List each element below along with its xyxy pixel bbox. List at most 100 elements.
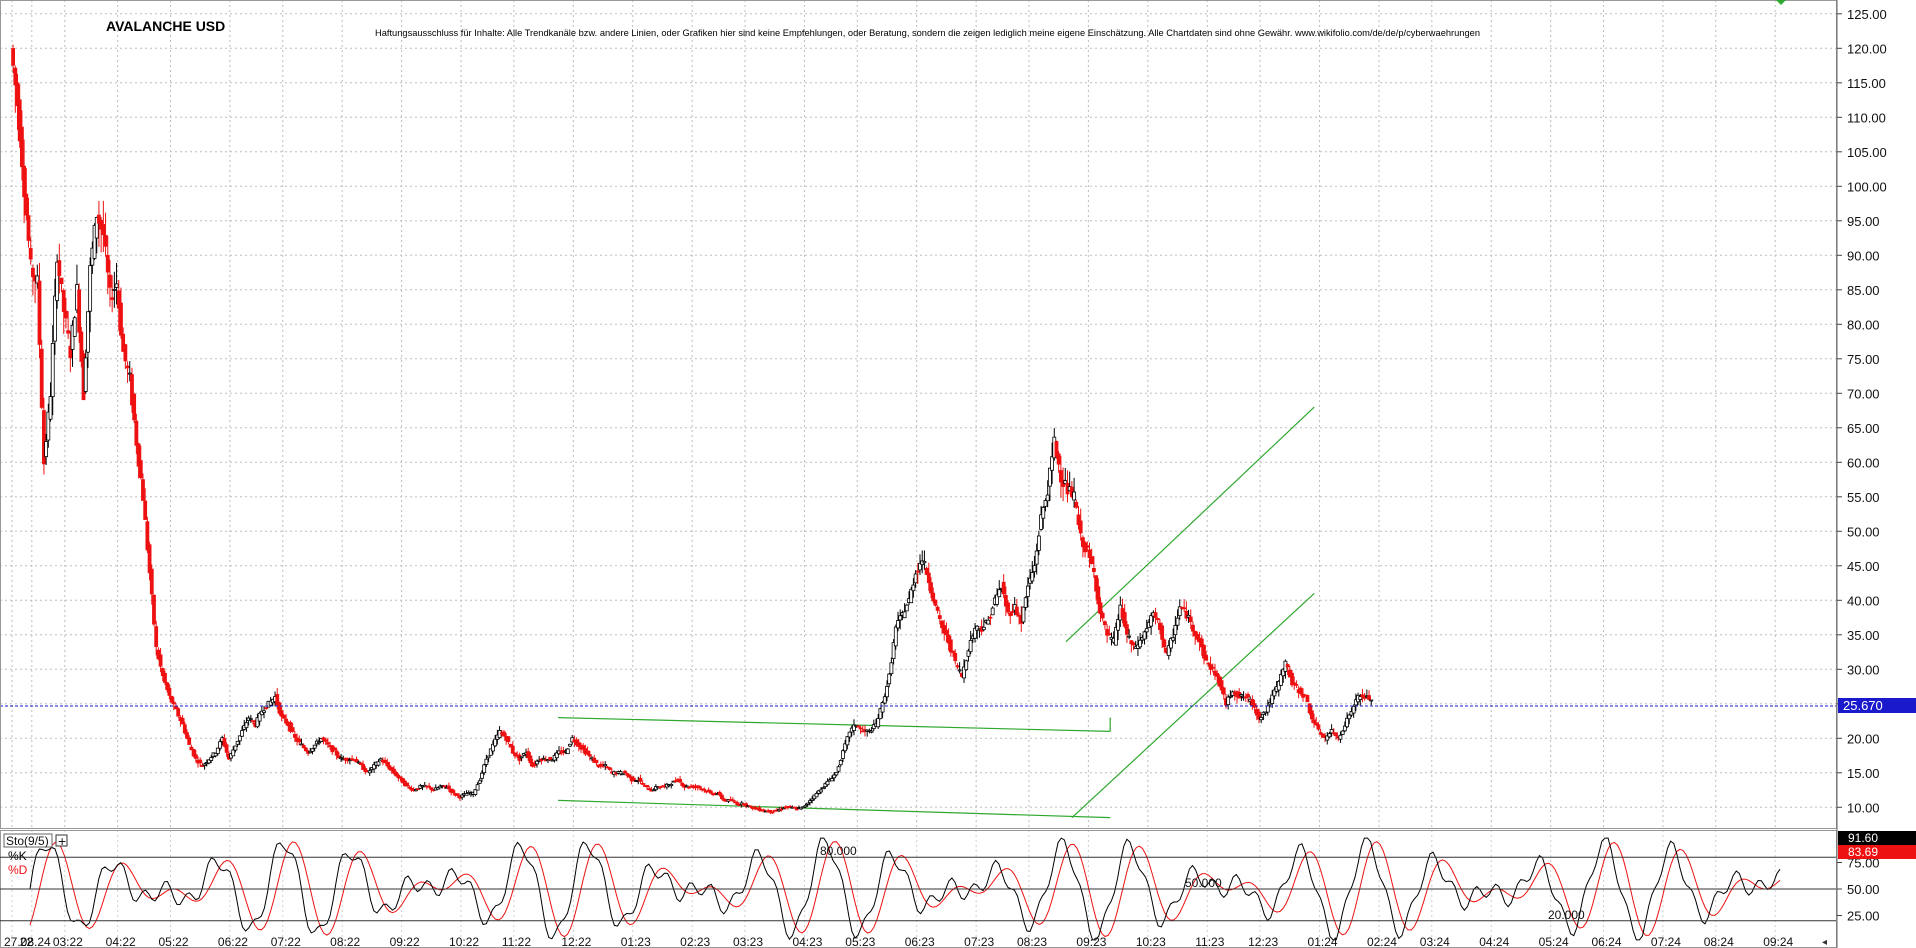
candle-body xyxy=(163,673,167,683)
candle-body xyxy=(1320,733,1325,738)
candle-body xyxy=(1081,537,1085,548)
candle-body xyxy=(801,806,806,809)
candle-body xyxy=(1226,696,1231,706)
stoch-d-label-bg xyxy=(1838,845,1916,859)
candle-body xyxy=(240,730,244,737)
stoch-level-label: 20.000 xyxy=(1548,908,1585,922)
candle-body xyxy=(1039,514,1043,530)
candle-body xyxy=(438,785,443,789)
candle-body xyxy=(1182,607,1187,610)
candle-body xyxy=(620,773,625,776)
candle-body xyxy=(209,757,214,761)
candle-body xyxy=(814,793,819,798)
y-tick-label: 80.00 xyxy=(1847,317,1880,332)
candle-body xyxy=(1144,628,1149,633)
candle-body xyxy=(378,758,383,761)
candle-body xyxy=(502,731,506,737)
candle-body xyxy=(480,772,484,779)
y-tick-label: 115.00 xyxy=(1847,76,1886,91)
x-tick-label: 12:23 xyxy=(1248,935,1278,948)
x-tick-label: 07:24 xyxy=(1651,935,1681,948)
candle-body xyxy=(72,317,77,337)
candle-body xyxy=(251,720,255,723)
candle-body xyxy=(11,48,16,66)
candle-body xyxy=(937,615,942,619)
x-tick-label: 11:22 xyxy=(502,935,531,948)
candle-body xyxy=(1125,624,1129,635)
candle-body xyxy=(392,768,396,774)
candle-body xyxy=(753,806,757,809)
candle-body xyxy=(986,619,991,625)
candle-body xyxy=(363,768,368,773)
candle-body xyxy=(279,710,284,717)
candle-body xyxy=(1173,625,1178,636)
candle-body xyxy=(678,778,682,783)
candle-body xyxy=(114,283,119,288)
y-tick-label: 20.00 xyxy=(1847,731,1880,746)
candle-body xyxy=(1221,687,1226,695)
candle-body xyxy=(1114,627,1118,646)
candle-body xyxy=(585,750,590,755)
candle-body xyxy=(924,567,929,575)
candle-body xyxy=(180,717,185,725)
candle-body xyxy=(684,785,689,788)
candle-body xyxy=(1338,734,1343,740)
y-tick-label: 65.00 xyxy=(1847,421,1880,436)
candle-body xyxy=(880,702,885,713)
candle-body xyxy=(904,604,909,612)
y-axis-ticks: 10.0015.0020.0025.0030.0035.0040.0045.00… xyxy=(1837,7,1887,815)
candle-body xyxy=(640,782,645,785)
candle-body xyxy=(97,214,101,224)
stoch-expand-button[interactable] xyxy=(55,834,68,847)
candle-body xyxy=(339,757,343,760)
candle-body xyxy=(1105,629,1110,636)
candle-body xyxy=(1193,631,1198,637)
candle-body xyxy=(1041,507,1046,519)
candle-body xyxy=(638,777,643,782)
candle-body xyxy=(792,806,797,809)
scroll-left-arrow-icon[interactable]: ◂ xyxy=(1822,937,1827,948)
stoch-y-tick-label: 25.00 xyxy=(1847,909,1880,924)
candle-body xyxy=(284,718,288,724)
candle-body xyxy=(1191,624,1195,632)
candle-body xyxy=(473,789,478,795)
candle-body xyxy=(237,735,242,742)
candle-body xyxy=(277,702,282,714)
candle-body xyxy=(132,393,137,421)
candle-body xyxy=(1184,610,1189,619)
candle-body xyxy=(310,748,315,752)
candle-body xyxy=(821,787,826,790)
candle-body xyxy=(825,780,830,786)
candle-body xyxy=(878,708,883,720)
candle-body xyxy=(156,649,161,660)
candle-body xyxy=(264,707,269,710)
candle-body xyxy=(962,666,966,679)
candle-body xyxy=(1078,520,1083,534)
candle-body xyxy=(1127,635,1132,638)
candle-body xyxy=(631,777,636,782)
candle-body xyxy=(988,616,993,619)
candle-body xyxy=(953,652,958,662)
candle-body xyxy=(356,761,361,764)
candle-body xyxy=(143,500,148,520)
candle-body xyxy=(312,744,317,749)
candle-body xyxy=(222,738,227,747)
candle-body xyxy=(722,798,726,801)
candle-body xyxy=(946,634,951,644)
stoch-level-label: 50.000 xyxy=(1185,876,1222,890)
candle-body xyxy=(955,665,960,668)
candle-body xyxy=(257,712,262,722)
y-tick-label: 50.00 xyxy=(1847,524,1880,539)
candle-body xyxy=(1270,694,1275,704)
trend-lines xyxy=(558,406,1315,819)
candle-body xyxy=(1210,666,1215,669)
candle-body xyxy=(1036,535,1041,551)
y-tick-label: 90.00 xyxy=(1847,248,1880,263)
candle-body xyxy=(882,696,887,704)
candle-body xyxy=(108,274,112,288)
candle-body xyxy=(1122,612,1127,627)
candle-body xyxy=(1325,735,1330,741)
candle-body xyxy=(1263,711,1268,714)
candle-body xyxy=(92,224,97,259)
candle-body xyxy=(37,280,42,345)
